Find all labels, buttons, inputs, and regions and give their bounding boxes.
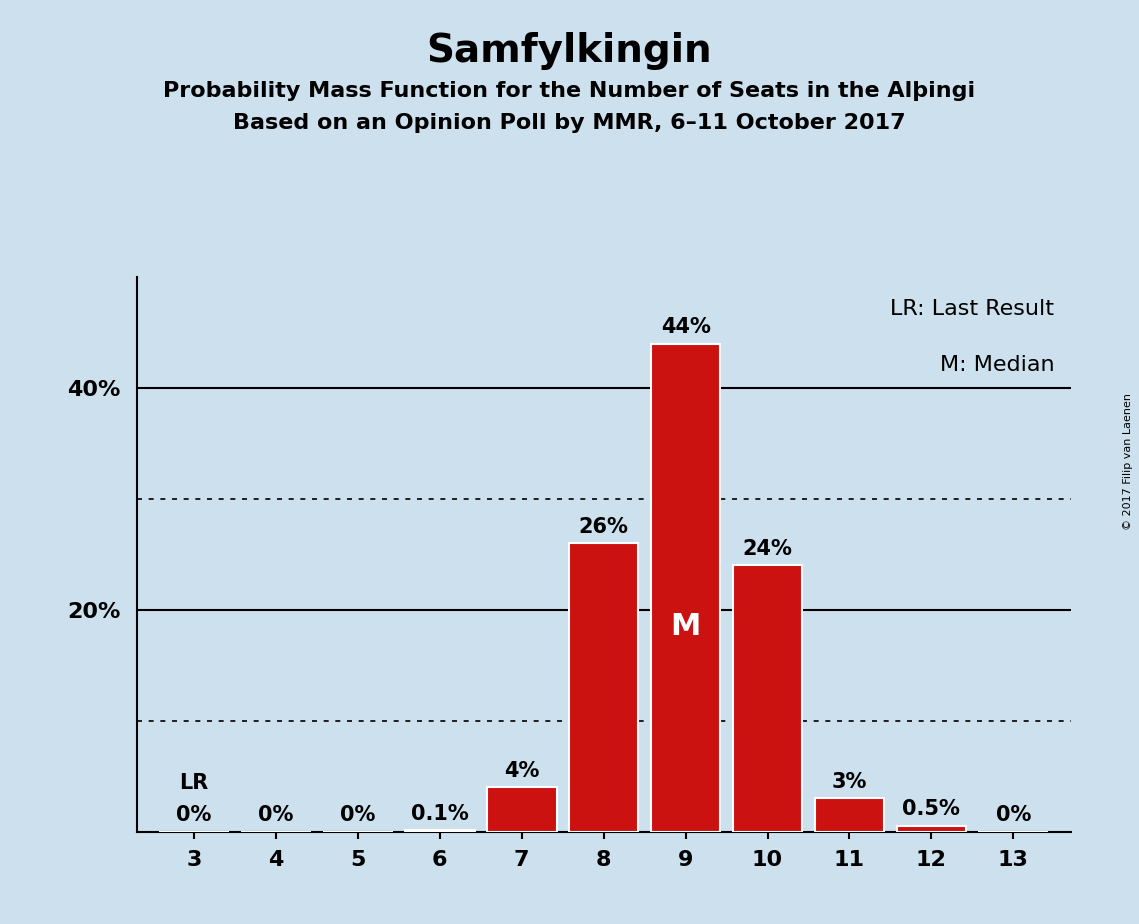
Text: 0%: 0%	[177, 805, 212, 825]
Text: 0%: 0%	[341, 805, 376, 825]
Bar	[650, 344, 720, 832]
Bar	[814, 798, 884, 832]
Text: 0.1%: 0.1%	[411, 804, 468, 824]
Text: LR: LR	[180, 772, 208, 793]
Bar	[405, 831, 475, 832]
Text: LR: Last Result: LR: Last Result	[891, 299, 1055, 320]
Text: © 2017 Filip van Laenen: © 2017 Filip van Laenen	[1123, 394, 1133, 530]
Text: 3%: 3%	[831, 772, 867, 792]
Text: 44%: 44%	[661, 317, 711, 337]
Text: M: Median: M: Median	[940, 355, 1055, 375]
Text: 4%: 4%	[505, 760, 540, 781]
Bar	[896, 826, 966, 832]
Text: Probability Mass Function for the Number of Seats in the Alþingi: Probability Mass Function for the Number…	[163, 81, 976, 102]
Bar	[568, 543, 639, 832]
Bar	[732, 565, 802, 832]
Text: 0.5%: 0.5%	[902, 799, 960, 820]
Text: Based on an Opinion Poll by MMR, 6–11 October 2017: Based on an Opinion Poll by MMR, 6–11 Oc…	[233, 113, 906, 133]
Text: 24%: 24%	[743, 539, 793, 559]
Text: 26%: 26%	[579, 517, 629, 537]
Text: 0%: 0%	[259, 805, 294, 825]
Bar	[487, 787, 557, 832]
Text: Samfylkingin: Samfylkingin	[427, 32, 712, 70]
Text: M: M	[671, 613, 700, 641]
Text: 0%: 0%	[995, 805, 1031, 825]
